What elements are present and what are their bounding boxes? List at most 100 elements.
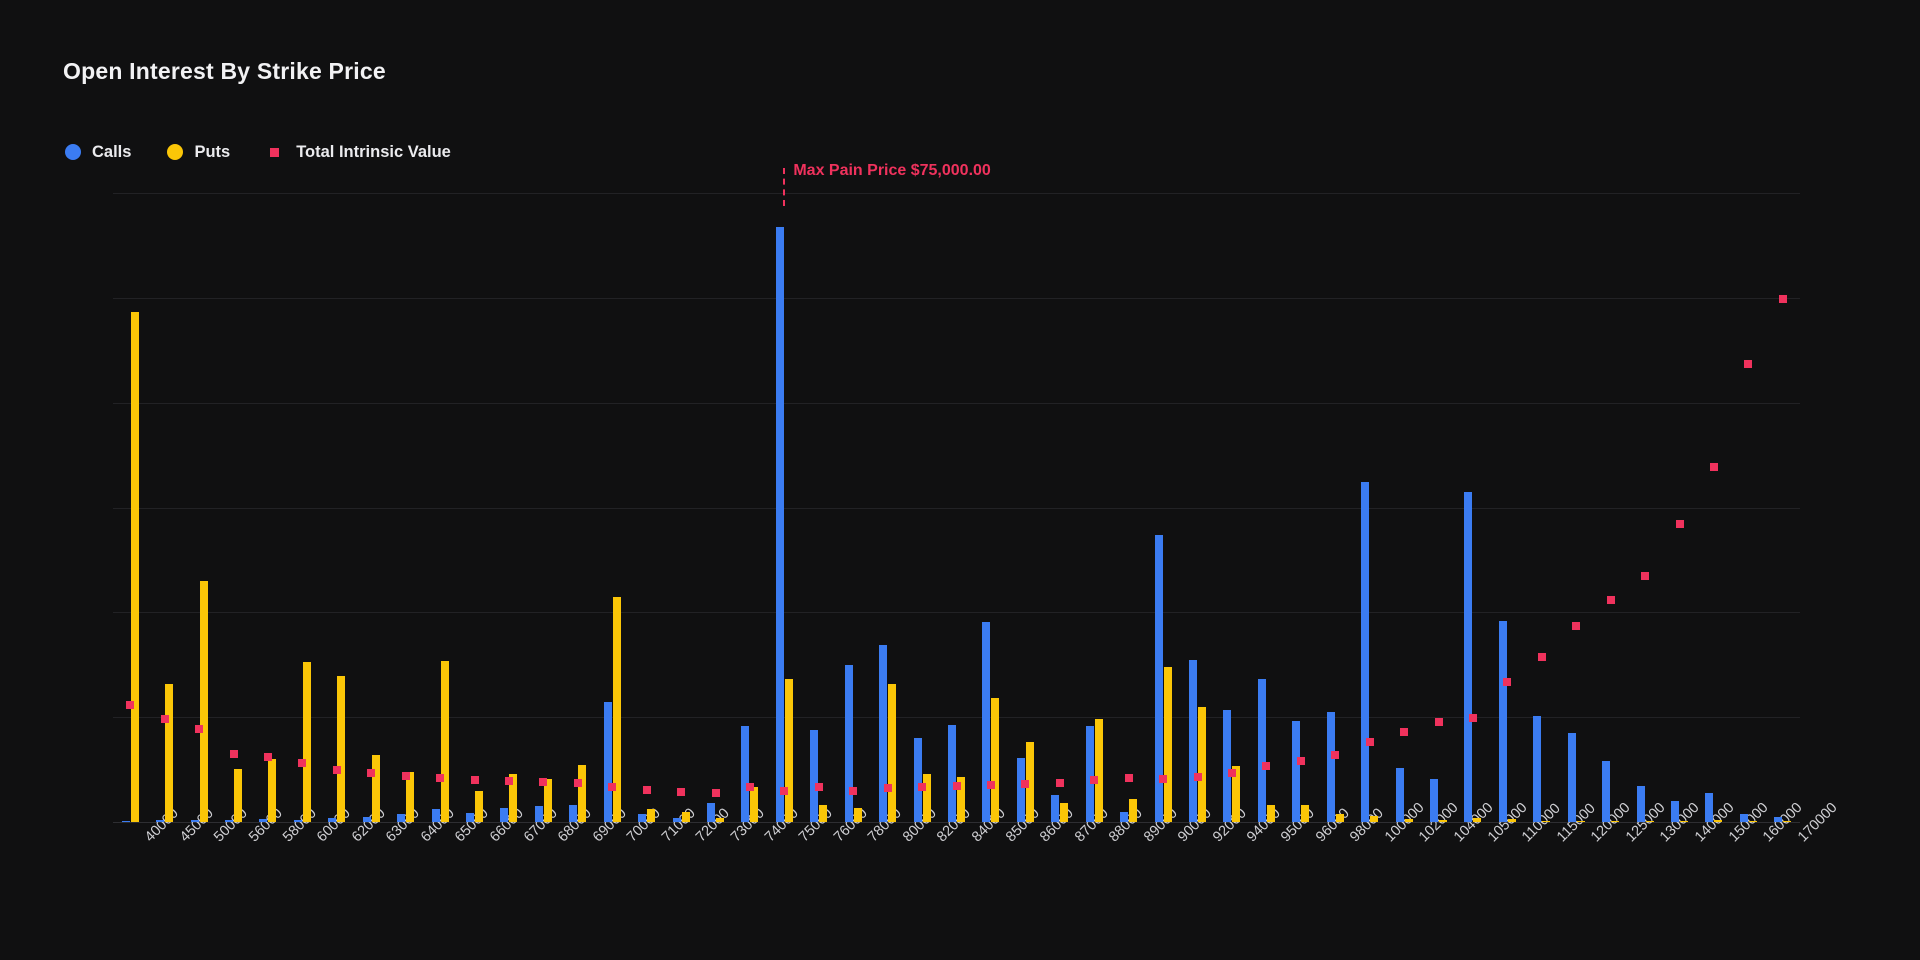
bar-calls[interactable] <box>913 738 922 822</box>
bar-puts[interactable] <box>1198 707 1206 822</box>
bar-puts[interactable] <box>922 774 931 822</box>
scatter-point-intrinsic-value[interactable] <box>1227 768 1236 777</box>
bar-puts[interactable] <box>130 311 139 822</box>
bar-puts[interactable] <box>165 683 174 822</box>
scatter-point-intrinsic-value[interactable] <box>195 724 204 733</box>
scatter-point-intrinsic-value[interactable] <box>1709 462 1718 471</box>
bar-calls[interactable] <box>879 645 888 822</box>
bar-puts[interactable] <box>1404 819 1413 822</box>
scatter-point-intrinsic-value[interactable] <box>436 773 445 782</box>
scatter-point-intrinsic-value[interactable] <box>918 783 927 792</box>
legend-item-calls[interactable]: Calls <box>65 143 131 162</box>
bar-puts[interactable] <box>1473 817 1482 822</box>
scatter-point-intrinsic-value[interactable] <box>711 788 720 797</box>
bar-calls[interactable] <box>397 814 406 822</box>
scatter-point-intrinsic-value[interactable] <box>1400 727 1409 736</box>
bar-puts[interactable] <box>302 661 311 822</box>
scatter-point-intrinsic-value[interactable] <box>401 771 410 780</box>
scatter-point-intrinsic-value[interactable] <box>1675 520 1684 529</box>
scatter-point-intrinsic-value[interactable] <box>1331 750 1340 759</box>
bar-calls[interactable] <box>775 226 784 822</box>
scatter-point-intrinsic-value[interactable] <box>1021 780 1030 789</box>
scatter-point-intrinsic-value[interactable] <box>1606 595 1615 604</box>
scatter-point-intrinsic-value[interactable] <box>642 785 651 794</box>
scatter-point-intrinsic-value[interactable] <box>539 778 548 787</box>
bar-calls[interactable] <box>982 622 991 822</box>
scatter-point-intrinsic-value[interactable] <box>470 776 479 785</box>
bar-calls[interactable] <box>1567 733 1576 822</box>
bar-puts[interactable] <box>1542 820 1551 822</box>
bar-puts[interactable] <box>1439 819 1447 822</box>
bar-puts[interactable] <box>1301 804 1310 822</box>
scatter-point-intrinsic-value[interactable] <box>263 753 272 762</box>
bar-calls[interactable] <box>603 701 612 822</box>
scatter-point-intrinsic-value[interactable] <box>952 782 961 791</box>
bar-puts[interactable] <box>819 805 828 822</box>
bar-calls[interactable] <box>500 808 509 822</box>
scatter-point-intrinsic-value[interactable] <box>160 715 169 724</box>
bar-puts[interactable] <box>1129 798 1138 822</box>
bar-calls[interactable] <box>1705 792 1714 822</box>
bar-calls[interactable] <box>741 726 750 822</box>
bar-puts[interactable] <box>612 596 621 822</box>
bar-calls[interactable] <box>121 820 130 822</box>
scatter-point-intrinsic-value[interactable] <box>745 783 754 792</box>
bar-puts[interactable] <box>784 679 793 822</box>
bar-calls[interactable] <box>1533 716 1542 822</box>
bar-puts[interactable] <box>1163 666 1172 822</box>
bar-calls[interactable] <box>1774 817 1783 822</box>
bar-calls[interactable] <box>1051 795 1060 822</box>
bar-puts[interactable] <box>991 697 1000 822</box>
scatter-point-intrinsic-value[interactable] <box>573 779 582 788</box>
bar-calls[interactable] <box>948 724 956 822</box>
bar-calls[interactable] <box>362 817 371 822</box>
bar-calls[interactable] <box>328 817 337 822</box>
scatter-point-intrinsic-value[interactable] <box>883 784 892 793</box>
scatter-point-intrinsic-value[interactable] <box>298 759 307 768</box>
scatter-point-intrinsic-value[interactable] <box>229 749 238 758</box>
legend-item-puts[interactable]: Puts <box>167 143 230 162</box>
scatter-point-intrinsic-value[interactable] <box>780 786 789 795</box>
bar-calls[interactable] <box>1430 778 1438 822</box>
legend-item-total-intrinsic-value[interactable]: Total Intrinsic Value <box>266 143 451 162</box>
bar-calls[interactable] <box>810 729 819 822</box>
scatter-point-intrinsic-value[interactable] <box>1296 757 1305 766</box>
bar-calls[interactable] <box>466 812 474 822</box>
bar-calls[interactable] <box>1016 758 1025 822</box>
bar-puts[interactable] <box>1748 821 1757 822</box>
bar-puts[interactable] <box>234 768 242 822</box>
bar-puts[interactable] <box>681 811 690 822</box>
bar-puts[interactable] <box>647 809 656 822</box>
scatter-point-intrinsic-value[interactable] <box>1434 718 1443 727</box>
scatter-point-intrinsic-value[interactable] <box>1572 621 1581 630</box>
bar-calls[interactable] <box>638 814 647 822</box>
bar-puts[interactable] <box>199 580 208 822</box>
bar-calls[interactable] <box>1739 814 1748 822</box>
scatter-point-intrinsic-value[interactable] <box>608 783 617 792</box>
bar-calls[interactable] <box>1189 659 1197 822</box>
scatter-point-intrinsic-value[interactable] <box>332 765 341 774</box>
scatter-point-intrinsic-value[interactable] <box>1778 294 1787 303</box>
bar-calls[interactable] <box>1120 812 1129 822</box>
bar-calls[interactable] <box>156 820 165 822</box>
bar-puts[interactable] <box>1507 819 1516 822</box>
bar-puts[interactable] <box>750 787 759 822</box>
scatter-point-intrinsic-value[interactable] <box>1159 775 1168 784</box>
bar-puts[interactable] <box>337 675 346 822</box>
bar-puts[interactable] <box>1680 821 1688 822</box>
bar-puts[interactable] <box>1611 821 1620 822</box>
bar-puts[interactable] <box>1335 813 1344 822</box>
scatter-point-intrinsic-value[interactable] <box>1262 762 1271 771</box>
bar-calls[interactable] <box>1292 720 1301 822</box>
bar-puts[interactable] <box>1645 821 1654 822</box>
bar-puts[interactable] <box>406 771 415 822</box>
bar-calls[interactable] <box>1602 760 1611 822</box>
scatter-point-intrinsic-value[interactable] <box>1193 772 1202 781</box>
bar-puts[interactable] <box>1060 803 1069 822</box>
bar-puts[interactable] <box>888 683 897 822</box>
scatter-point-intrinsic-value[interactable] <box>1090 776 1099 785</box>
bar-calls[interactable] <box>259 819 268 822</box>
bar-calls[interactable] <box>1257 678 1266 822</box>
bar-calls[interactable] <box>569 805 578 822</box>
bar-puts[interactable] <box>1025 742 1034 822</box>
